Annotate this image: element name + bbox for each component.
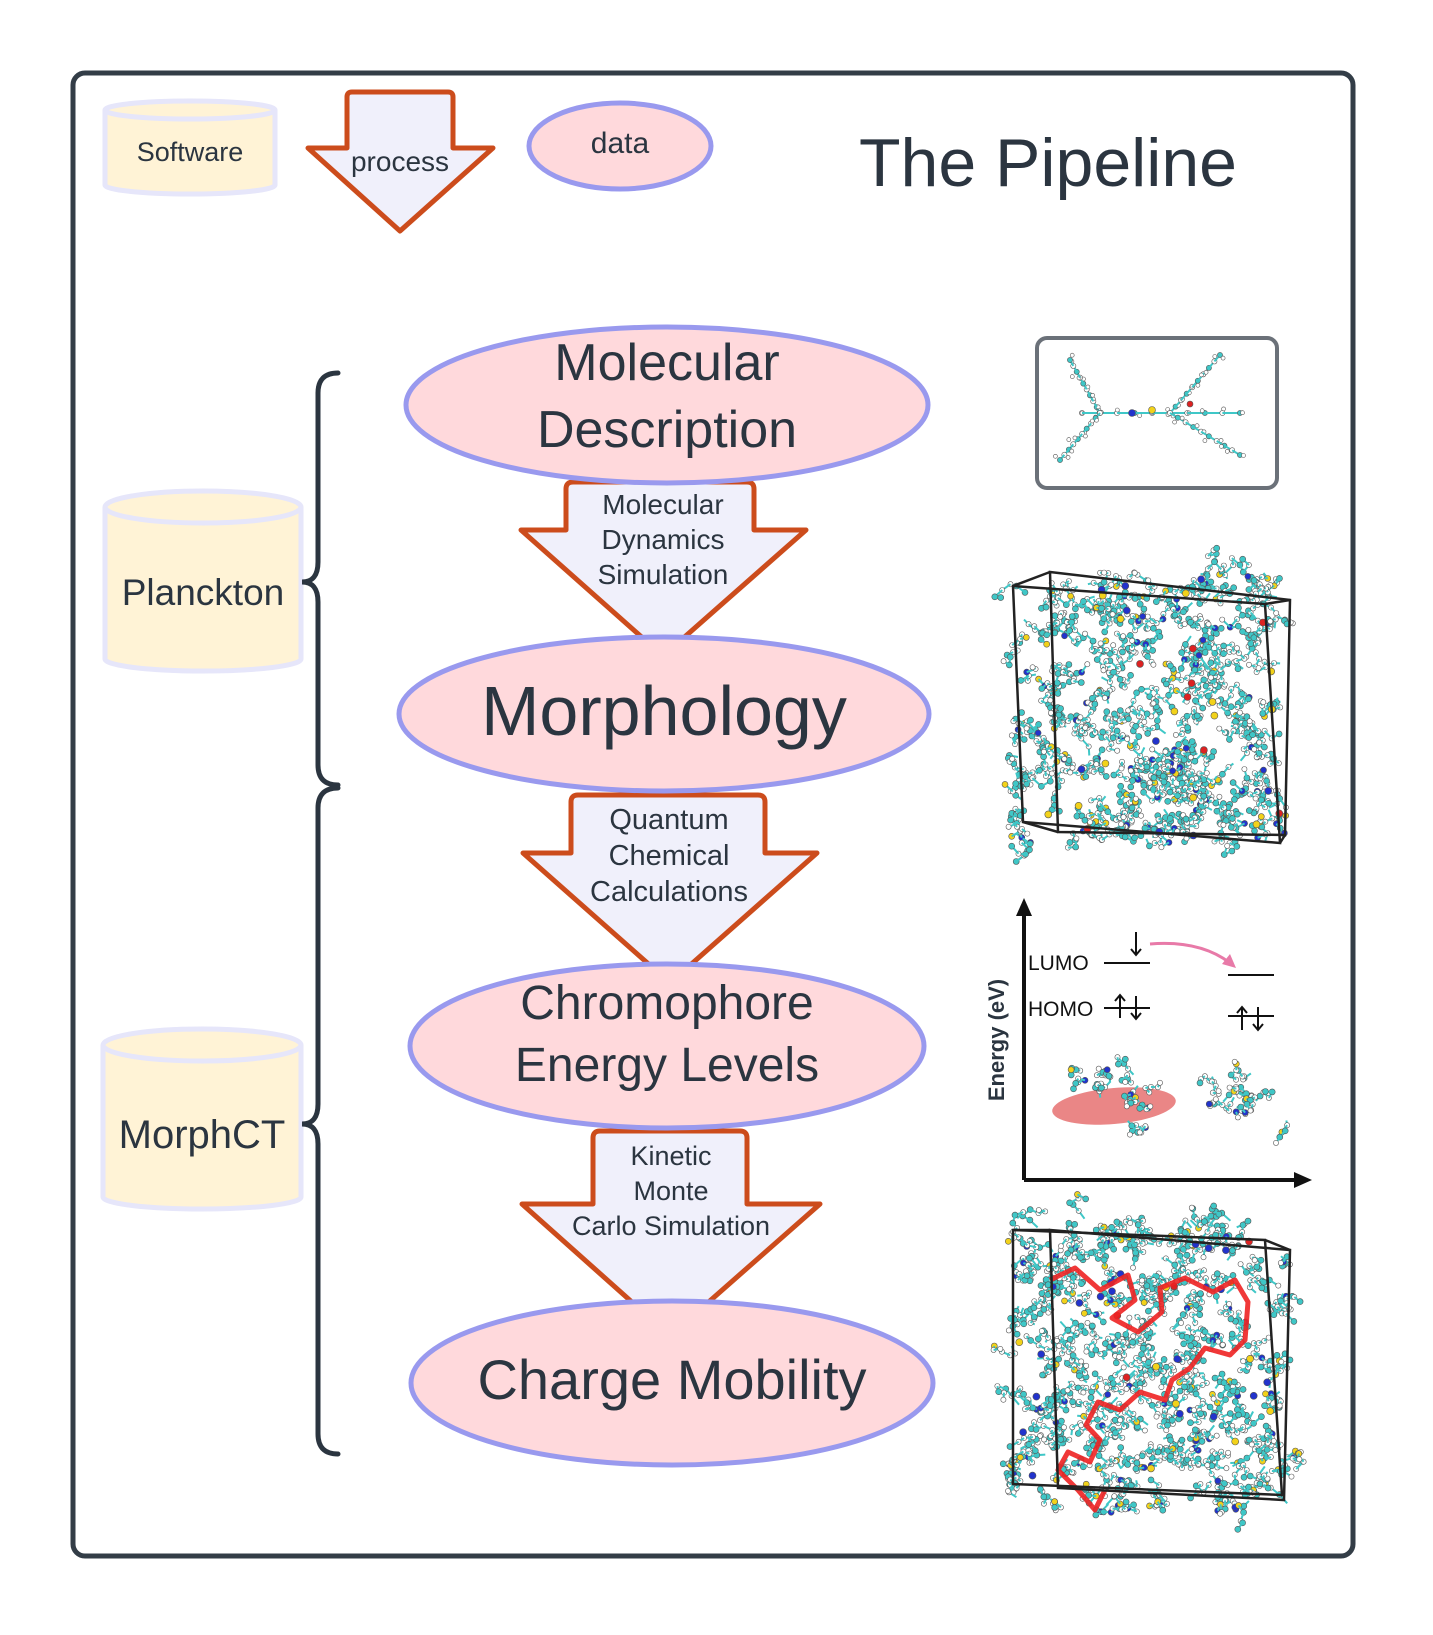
morphology-render [991, 544, 1296, 865]
data-label: Chromophore [520, 977, 813, 1030]
data-morphology: Morphology [396, 634, 932, 794]
morphology-atoms [990, 1191, 1307, 1533]
data-label: Morphology [481, 672, 847, 750]
data-label: Charge Mobility [477, 1348, 866, 1411]
process-label: Monte [633, 1176, 708, 1206]
process-label: Dynamics [602, 524, 725, 555]
process-arrow-kmc [519, 1128, 823, 1339]
process-label: Quantum [609, 804, 728, 836]
brace-planckton [301, 370, 341, 788]
data-molecular-description: Molecular Description [403, 324, 931, 486]
highlighted-chromophore [1052, 1087, 1176, 1125]
process-label: Carlo Simulation [572, 1211, 770, 1241]
process-arrow-md: Molecular Dynamics Simulation [518, 479, 809, 659]
software-morphct: MorphCT [100, 1026, 304, 1212]
simulation-box-outline [1011, 570, 1292, 845]
energy-level-diagram: Energy (eV) LUMO HOMO [984, 898, 1312, 1188]
data-label: Molecular [554, 334, 779, 392]
electron-arrows [1114, 932, 1264, 1032]
software-label-morphct: MorphCT [119, 1113, 286, 1157]
process-arrow-qc: Quantum Chemical Calculations [520, 792, 820, 986]
software-label-planckton: Planckton [122, 572, 285, 613]
legend: Software process data [102, 89, 714, 234]
chromophore-right [1196, 1058, 1290, 1146]
simulation-box-outline [1011, 1228, 1292, 1502]
charge-trajectory [1048, 1265, 1251, 1513]
data-charge-mobility: Charge Mobility [408, 1298, 936, 1468]
process-label: Chemical [609, 840, 730, 872]
software-planckton: Planckton [102, 488, 304, 674]
charge-mobility-render [990, 1191, 1307, 1533]
lumo-label: LUMO [1028, 952, 1089, 975]
chromophore-left [1067, 1054, 1163, 1138]
process-label: Kinetic [630, 1141, 711, 1171]
legend-data: data [526, 100, 714, 192]
process-label: Calculations [590, 876, 748, 908]
legend-software: Software [102, 98, 278, 197]
hop-arrow [1149, 941, 1231, 965]
process-label: Molecular [602, 489, 723, 520]
energy-axis-label: Energy (eV) [984, 979, 1009, 1101]
molecule-structure [1053, 352, 1246, 463]
data-label: Description [537, 401, 797, 459]
legend-process: process [305, 89, 496, 234]
legend-process-label: process [351, 146, 449, 177]
legend-data-label: data [591, 127, 650, 160]
diagram-title: The Pipeline [859, 125, 1237, 201]
process-label: Simulation [598, 559, 729, 590]
legend-software-label: Software [137, 137, 244, 167]
brace-morphct [301, 785, 341, 1457]
molecule-thumbnail [1035, 336, 1279, 490]
data-label: Energy Levels [515, 1039, 819, 1092]
homo-label: HOMO [1028, 998, 1093, 1021]
data-chromophore-energy-levels: Chromophore Energy Levels [407, 961, 927, 1131]
